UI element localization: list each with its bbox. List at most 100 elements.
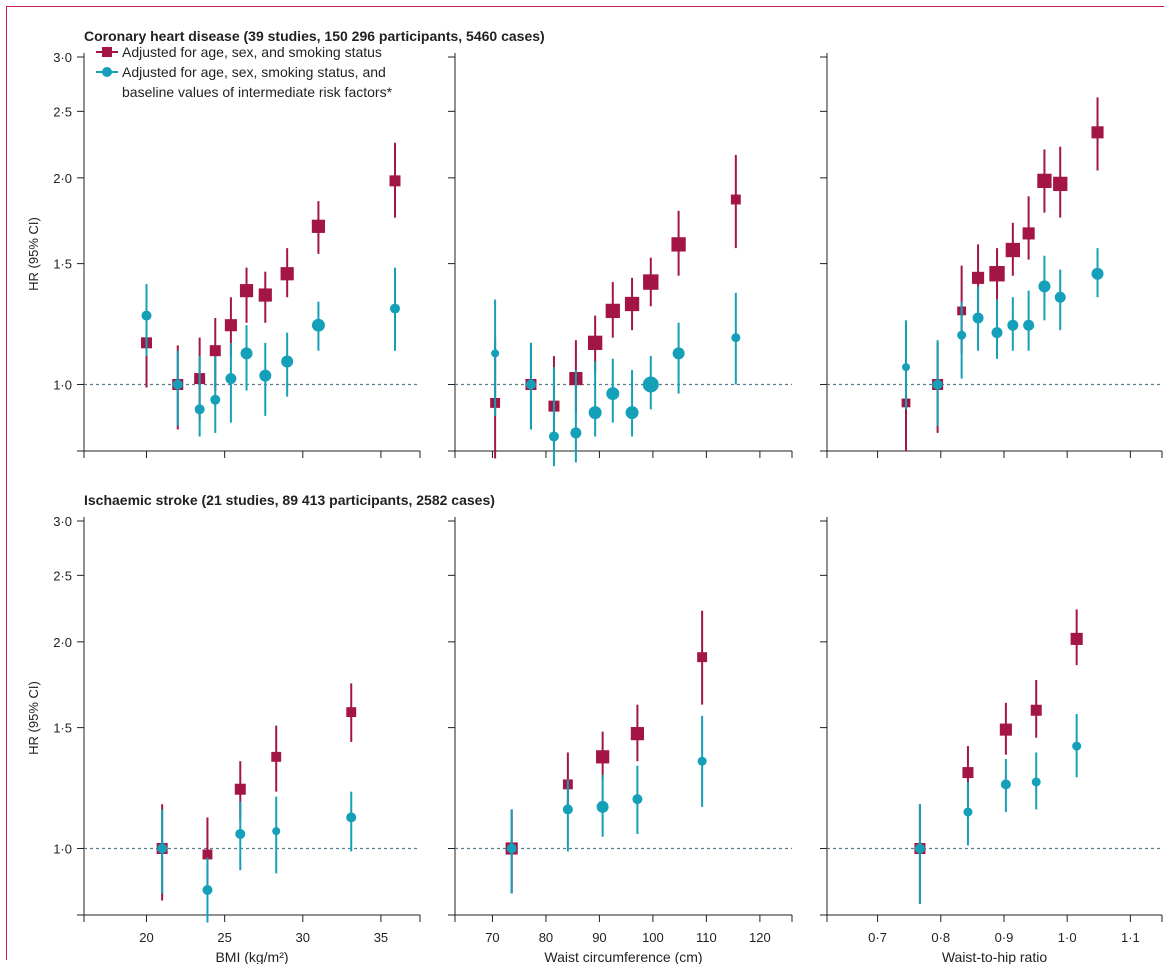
circle-point <box>141 310 152 321</box>
x-tick-label: 0·7 <box>868 930 887 945</box>
x-tick-label: 1·0 <box>1058 930 1077 945</box>
circle-point <box>548 431 559 442</box>
legend-label: Adjusted for age, sex, and smoking statu… <box>122 44 382 60</box>
circle-point <box>914 843 925 854</box>
square-point <box>234 783 246 795</box>
square-marker-icon <box>96 47 118 57</box>
y-tick-label: 2·5 <box>53 568 72 583</box>
chart-panel-stroke-whr: 0·7 0·8 0·9 1·0 1·1 Waist-to-hip ratio <box>820 517 1163 964</box>
x-tick-label: 30 <box>296 930 310 945</box>
circle-point <box>672 347 685 360</box>
circle-point <box>697 756 707 766</box>
y-tick-label: 3·0 <box>53 514 72 529</box>
x-axis-label: Waist-to-hip ratio <box>942 949 1048 964</box>
circle-point <box>588 406 602 420</box>
circle-point <box>272 827 281 836</box>
x-tick-label: 120 <box>749 930 771 945</box>
square-point <box>989 266 1005 282</box>
circle-marker-icon <box>96 67 118 77</box>
x-tick-label: 1·1 <box>1121 930 1140 945</box>
square-point <box>1030 704 1042 716</box>
chart-panel-chd-bmi: Coronary heart disease (39 studies, 150 … <box>26 28 545 458</box>
y-tick-label: 1·0 <box>53 841 72 856</box>
y-axis-label: HR (95% CI) <box>26 681 41 755</box>
circle-point <box>240 347 253 360</box>
circle-point <box>259 369 272 382</box>
circle-point <box>525 379 536 390</box>
square-point <box>271 751 282 762</box>
square-point <box>605 303 620 319</box>
circle-point <box>972 312 984 324</box>
y-tick-label: 2·5 <box>53 104 72 119</box>
x-axis-label: BMI (kg/m²) <box>215 949 288 964</box>
circle-point <box>1072 741 1082 751</box>
legend-label-continued: baseline values of intermediate risk fac… <box>122 84 393 100</box>
square-point <box>671 237 686 252</box>
x-tick-label: 80 <box>539 930 553 945</box>
circle-point <box>346 812 357 823</box>
x-tick-label: 35 <box>374 930 388 945</box>
circle-point <box>202 884 213 895</box>
circle-point <box>1000 779 1011 790</box>
square-point <box>224 319 237 332</box>
square-point <box>346 707 357 718</box>
circle-point <box>963 807 973 817</box>
y-tick-label: 1·5 <box>53 721 72 736</box>
legend: Adjusted for age, sex, and smoking statu… <box>92 42 392 102</box>
circle-point <box>731 333 741 343</box>
square-point <box>1091 126 1104 139</box>
square-point <box>1037 173 1052 189</box>
circle-point <box>1038 280 1051 293</box>
square-point <box>587 335 603 350</box>
square-point <box>239 284 254 298</box>
square-point <box>624 296 640 312</box>
y-tick-label: 2·0 <box>53 171 72 186</box>
circle-point <box>991 327 1003 339</box>
circle-point <box>957 330 967 340</box>
square-point <box>643 274 659 290</box>
square-point <box>1005 242 1020 258</box>
square-point <box>730 194 741 205</box>
square-point <box>596 750 610 764</box>
square-point <box>258 288 272 302</box>
y-tick-label: 1·5 <box>53 257 72 272</box>
square-point <box>311 219 326 233</box>
square-point <box>1022 227 1035 240</box>
square-point <box>209 345 221 357</box>
x-tick-label: 0·8 <box>931 930 950 945</box>
circle-point <box>225 373 237 385</box>
chart-panel-chd-wc <box>448 53 793 467</box>
chart-panel-stroke-wc: 70 80 90 100 110 120 Waist circumference (cm) <box>448 517 793 964</box>
circle-point <box>491 349 500 358</box>
y-tick-label: 1·0 <box>53 377 72 392</box>
square-point <box>630 727 645 741</box>
circle-point <box>506 843 517 854</box>
x-tick-label: 70 <box>485 930 499 945</box>
circle-point <box>1023 319 1035 331</box>
x-tick-label: 25 <box>217 930 231 945</box>
circle-point <box>642 376 659 393</box>
x-tick-label: 110 <box>696 930 717 945</box>
square-point <box>697 652 708 663</box>
x-tick-label: 90 <box>592 930 606 945</box>
x-axis-label: Waist circumference (cm) <box>544 949 702 964</box>
circle-point <box>632 794 643 805</box>
circle-point <box>570 427 582 439</box>
chart-panel-chd-whr <box>820 53 1163 458</box>
square-point <box>389 175 401 187</box>
circle-point <box>281 355 294 368</box>
y-tick-label: 3·0 <box>53 50 72 65</box>
square-point <box>962 767 974 779</box>
x-tick-label: 100 <box>642 930 664 945</box>
circle-point <box>1054 291 1066 303</box>
square-point <box>202 849 213 860</box>
circle-point <box>194 404 205 415</box>
circle-point <box>606 387 620 401</box>
circle-point <box>932 379 943 390</box>
square-point <box>999 723 1012 736</box>
x-tick-label: 0·9 <box>995 930 1014 945</box>
y-axis-label: HR (95% CI) <box>26 217 41 291</box>
y-tick-label: 2·0 <box>53 635 72 650</box>
circle-point <box>902 363 911 372</box>
